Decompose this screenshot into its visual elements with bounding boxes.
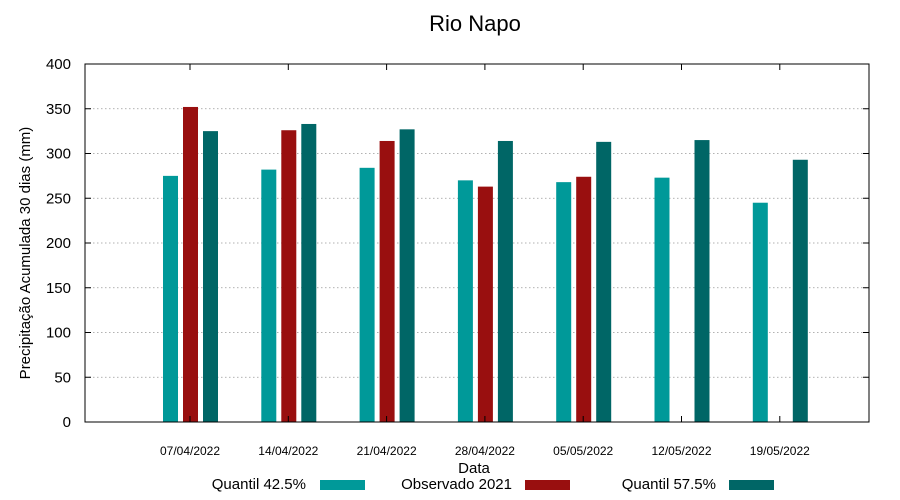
bar-quantil-42-5 [261, 169, 277, 422]
bars [163, 106, 808, 423]
bar-observado-2021 [183, 106, 198, 423]
x-axis-label: Data [458, 460, 490, 477]
y-tick-label: 250 [46, 190, 71, 207]
bar-quantil-57-5 [694, 140, 710, 422]
x-tick-label: 07/04/2022 [160, 444, 220, 458]
grid [85, 108, 869, 378]
x-tick-label: 05/05/2022 [553, 444, 613, 458]
y-tick-label: 300 [46, 146, 71, 163]
y-tick-label: 150 [46, 280, 71, 297]
y-tick-label: 0 [63, 414, 71, 431]
bar-quantil-57-5 [596, 141, 612, 423]
x-axis-ticks: 07/04/2022 14/04/2022 21/04/2022 28/04/2022… [160, 64, 810, 458]
y-axis-ticks: 0 50 100 150 200 250 300 350 400 [46, 56, 869, 431]
legend-swatch [525, 480, 570, 490]
bar-quantil-57-5 [301, 123, 317, 422]
bar-quantil-42-5 [752, 202, 768, 422]
legend-swatch [729, 480, 774, 490]
y-tick-label: 200 [46, 235, 71, 252]
x-tick-label: 19/05/2022 [750, 444, 810, 458]
x-tick-label: 14/04/2022 [258, 444, 318, 458]
y-tick-label: 100 [46, 325, 71, 342]
bar-quantil-57-5 [792, 159, 808, 422]
y-axis-label: Precipitação Acumulada 30 dias (mm) [17, 127, 34, 380]
bar-quantil-42-5 [457, 180, 473, 422]
bar-quantil-42-5 [556, 182, 572, 422]
bar-quantil-57-5 [399, 129, 415, 422]
bar-quantil-42-5 [654, 177, 670, 422]
legend-label: Quantil 42.5% [212, 476, 306, 493]
y-tick-label: 50 [54, 369, 71, 386]
legend-label: Quantil 57.5% [622, 476, 716, 493]
bar-observado-2021 [379, 140, 395, 422]
x-tick-label: 21/04/2022 [357, 444, 417, 458]
x-tick-label: 12/05/2022 [651, 444, 711, 458]
legend: Quantil 42.5% Observado 2021 Quantil 57.5% [212, 476, 774, 493]
y-tick-label: 400 [46, 56, 71, 73]
legend-swatch [320, 480, 365, 490]
legend-label: Observado 2021 [401, 476, 512, 493]
y-tick-label: 350 [46, 101, 71, 118]
bar-quantil-57-5 [497, 140, 513, 422]
bar-quantil-42-5 [163, 175, 178, 422]
bar-observado-2021 [281, 130, 297, 423]
bar-observado-2021 [576, 176, 592, 422]
x-tick-label: 28/04/2022 [455, 444, 515, 458]
chart-title: Rio Napo [429, 11, 521, 36]
bar-observado-2021 [477, 186, 493, 422]
bar-quantil-42-5 [359, 167, 375, 422]
bar-quantil-57-5 [203, 131, 218, 422]
